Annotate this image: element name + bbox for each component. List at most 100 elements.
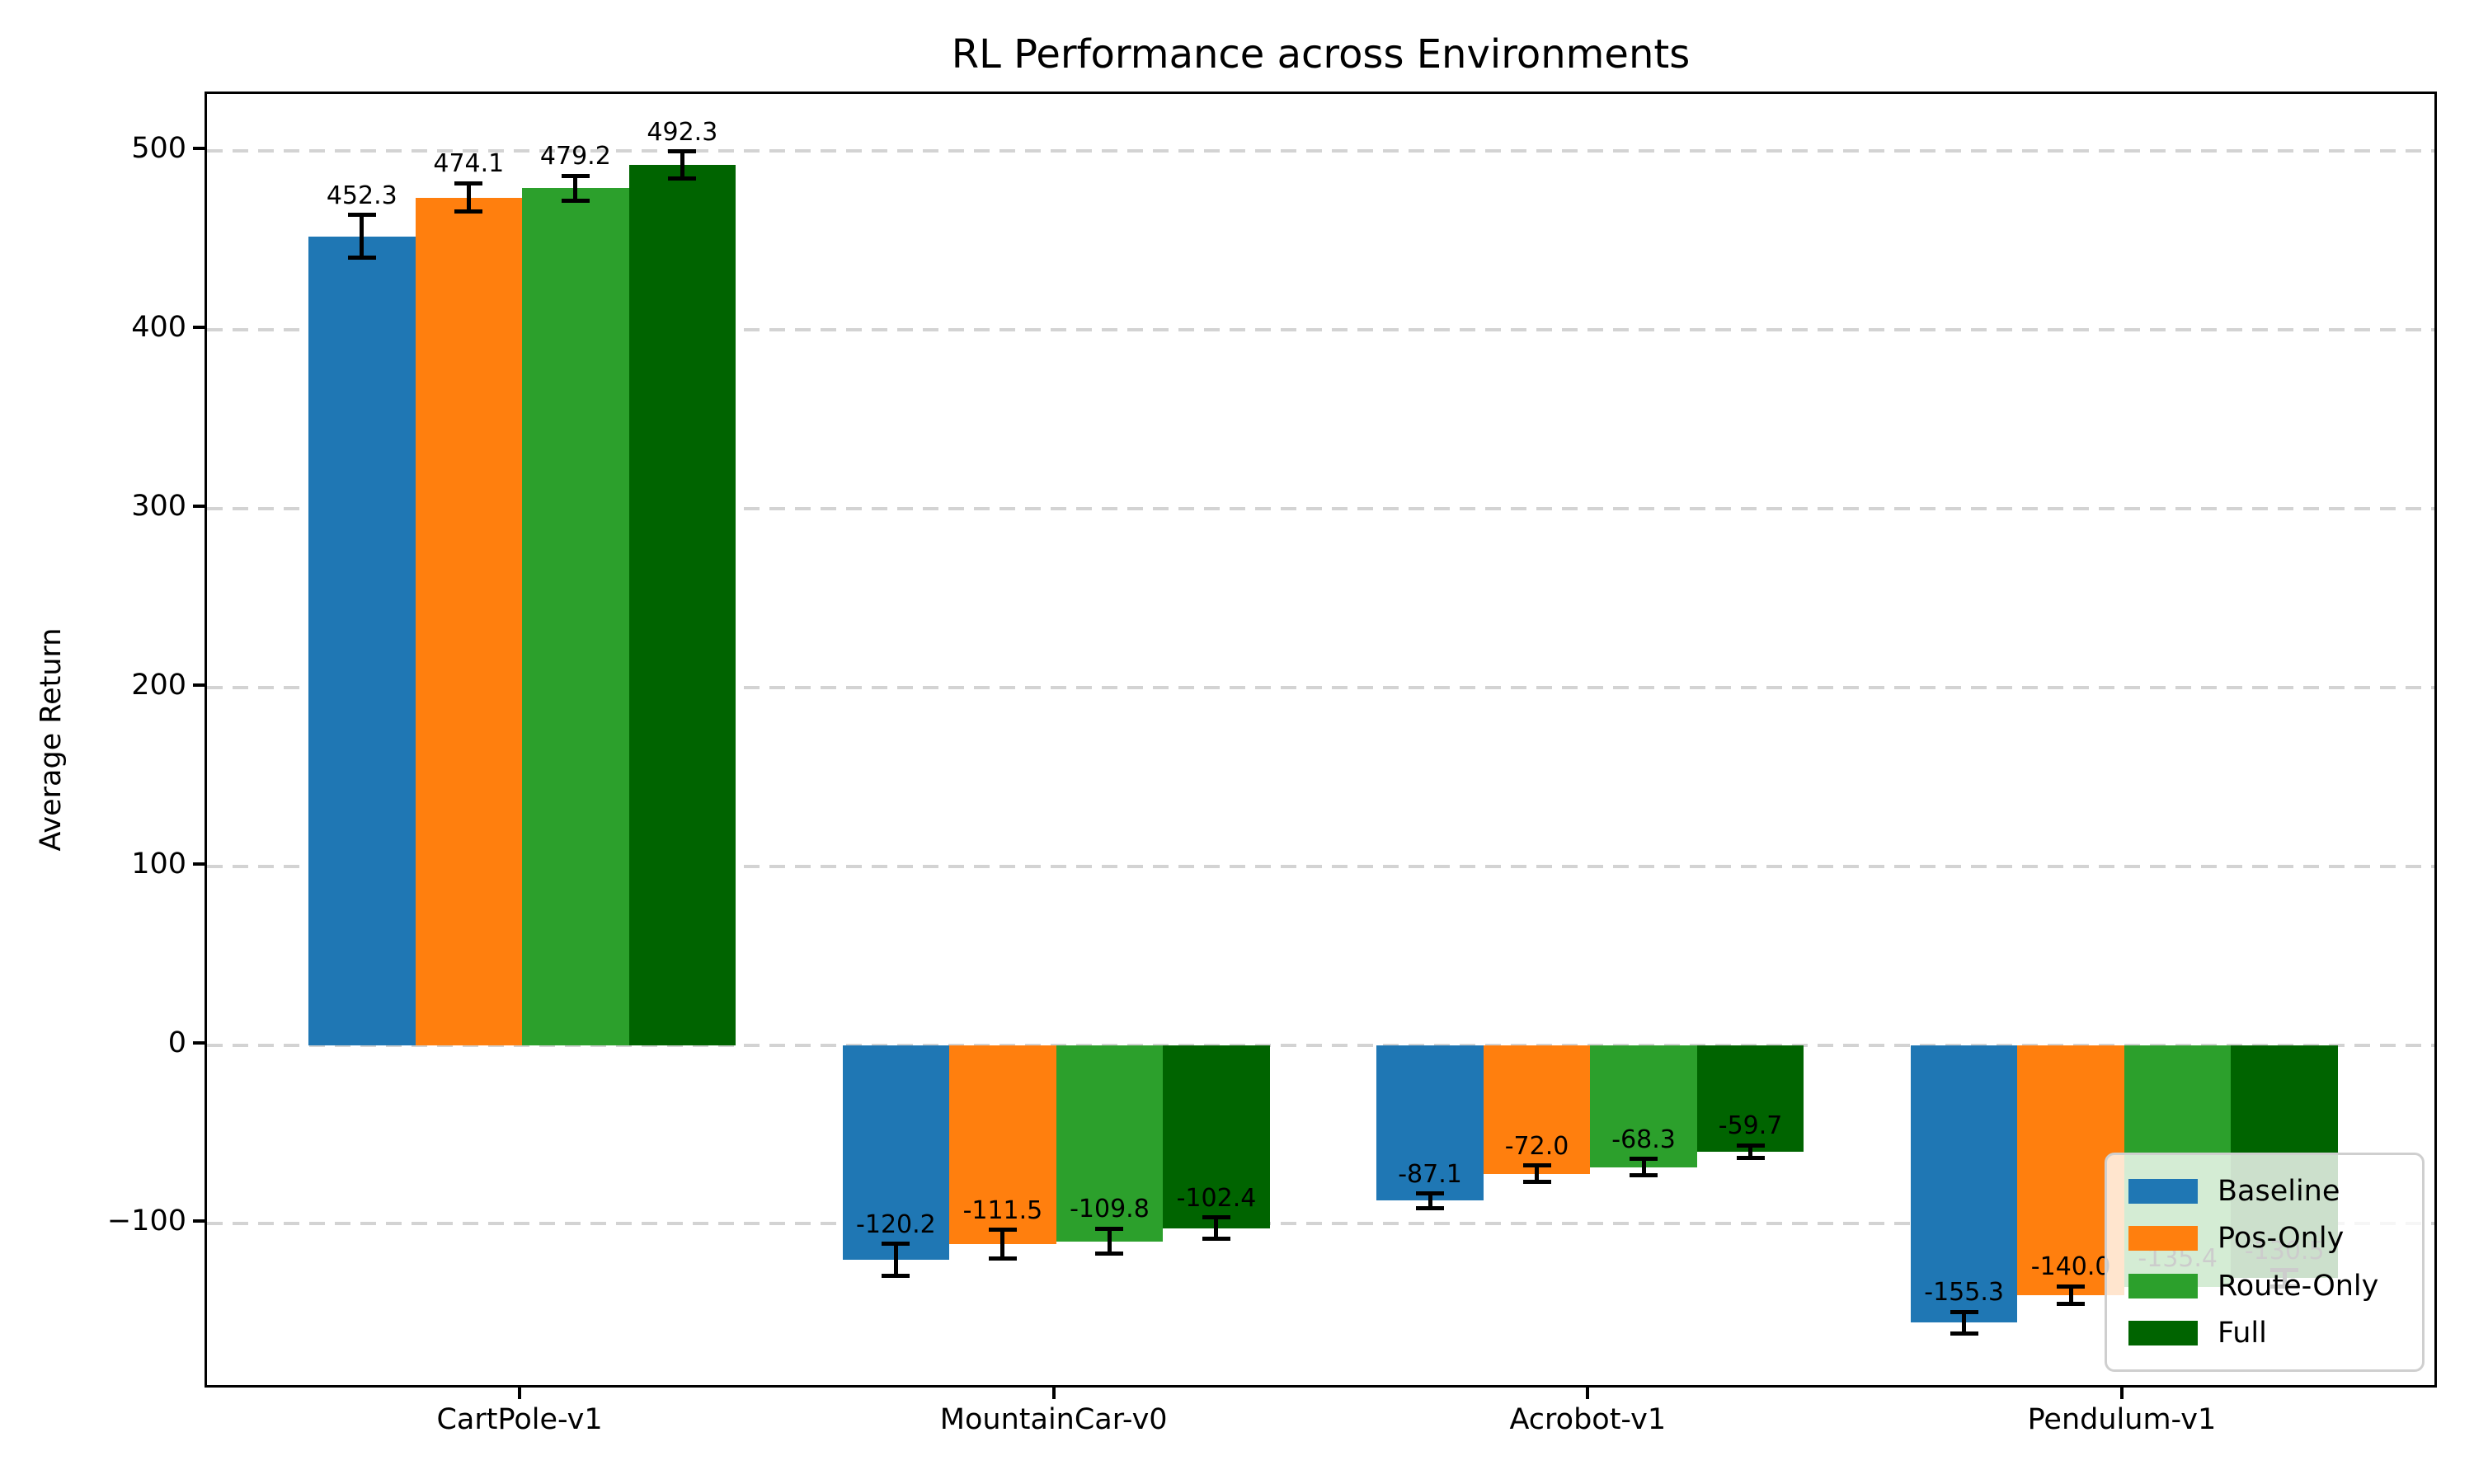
- x-tick-label: MountainCar-v0: [939, 1403, 1168, 1436]
- x-tick-label: Acrobot-v1: [1509, 1403, 1667, 1436]
- y-tick-mark: [193, 862, 205, 866]
- error-bar-line: [1535, 1165, 1540, 1182]
- error-bar-cap-bottom: [1522, 1179, 1551, 1184]
- error-bar-cap-bottom: [1736, 1156, 1765, 1161]
- error-bar-cap-top: [1950, 1309, 1978, 1314]
- error-bar-cap-top: [988, 1228, 1017, 1233]
- legend-item: Full: [2107, 1317, 2422, 1350]
- gridline: [207, 685, 2434, 689]
- legend: Baseline Pos-Only Route-Only Full: [2105, 1153, 2425, 1372]
- bar: [1910, 1045, 2018, 1323]
- error-bar-cap-bottom: [1630, 1172, 1658, 1177]
- error-bar-line: [1427, 1193, 1432, 1209]
- value-label: -109.8: [1070, 1195, 1150, 1224]
- chart-title: RL Performance across Environments: [951, 31, 1691, 77]
- error-bar-line: [360, 214, 365, 258]
- gridline: [207, 1222, 2434, 1226]
- bar: [949, 1045, 1056, 1245]
- error-bar-cap-bottom: [1950, 1331, 1978, 1336]
- legend-item: Route-Only: [2107, 1270, 2422, 1303]
- y-tick-label: −100: [106, 1205, 186, 1238]
- error-bar-cap-bottom: [1095, 1252, 1124, 1256]
- error-bar-line: [1962, 1312, 1967, 1334]
- error-bar-line: [466, 183, 471, 212]
- legend-swatch: [2128, 1273, 2198, 1298]
- error-bar-cap-top: [454, 181, 483, 186]
- error-bar-cap-top: [2057, 1284, 2086, 1289]
- error-bar-cap-top: [1416, 1191, 1445, 1196]
- x-tick-mark: [1051, 1388, 1056, 1399]
- legend-label: Route-Only: [2218, 1269, 2379, 1303]
- value-label: 479.2: [539, 142, 611, 171]
- x-tick-mark: [1586, 1388, 1590, 1399]
- bar: [1483, 1045, 1591, 1174]
- bar: [1163, 1045, 1270, 1228]
- y-tick-label: 0: [167, 1026, 186, 1059]
- error-bar-line: [1641, 1158, 1646, 1176]
- error-bar-line: [1214, 1217, 1219, 1239]
- x-tick-mark: [2119, 1388, 2124, 1399]
- y-axis-label: Average Return: [35, 627, 68, 852]
- legend-swatch: [2128, 1178, 2198, 1204]
- value-label: -155.3: [1924, 1278, 2004, 1308]
- value-label: -102.4: [1176, 1183, 1257, 1213]
- y-tick-label: 400: [131, 311, 186, 345]
- legend-swatch: [2128, 1321, 2198, 1346]
- bar: [842, 1045, 950, 1261]
- bar: [628, 165, 736, 1045]
- bar: [1590, 1045, 1697, 1167]
- bar: [415, 197, 523, 1045]
- value-label: 474.1: [433, 149, 505, 179]
- error-bar-cap-bottom: [454, 209, 483, 214]
- error-bar-cap-bottom: [988, 1256, 1017, 1261]
- error-bar-cap-top: [1095, 1226, 1124, 1231]
- gridline: [207, 507, 2434, 511]
- bar: [308, 236, 416, 1045]
- error-bar-cap-bottom: [1202, 1237, 1230, 1242]
- error-bar-cap-bottom: [882, 1274, 910, 1279]
- legend-label: Full: [2218, 1317, 2267, 1350]
- y-tick-label: 500: [131, 132, 186, 166]
- value-label: -111.5: [962, 1195, 1043, 1225]
- error-bar-cap-top: [1202, 1215, 1230, 1220]
- value-label: -120.2: [856, 1209, 936, 1239]
- error-bar-cap-top: [347, 213, 376, 218]
- value-label: -68.3: [1611, 1125, 1676, 1154]
- y-tick-label: 100: [131, 847, 186, 881]
- plot-area: 452.3 -120.2 -87.1 -155.3 474.1 -111.5 -72.0 -1…: [205, 92, 2437, 1388]
- error-bar-cap-top: [1522, 1163, 1551, 1168]
- legend-label: Pos-Only: [2218, 1222, 2345, 1256]
- value-label: -72.0: [1504, 1131, 1569, 1161]
- bar: [522, 188, 629, 1045]
- y-tick-mark: [193, 1040, 205, 1045]
- error-bar-line: [1107, 1228, 1112, 1254]
- bar: [1696, 1045, 1804, 1152]
- bar: [1056, 1045, 1164, 1242]
- legend-item: Baseline: [2107, 1175, 2422, 1208]
- value-label: -87.1: [1398, 1159, 1462, 1189]
- error-bar-cap-bottom: [2057, 1302, 2086, 1307]
- y-tick-mark: [193, 683, 205, 687]
- x-tick-mark: [518, 1388, 522, 1399]
- y-tick-mark: [193, 1219, 205, 1223]
- y-tick-mark: [193, 147, 205, 151]
- error-bar-cap-top: [668, 149, 697, 154]
- error-bar-line: [2068, 1286, 2073, 1304]
- error-bar-cap-top: [561, 173, 590, 178]
- value-label: 452.3: [326, 181, 397, 210]
- gridline: [207, 1043, 2434, 1047]
- error-bar-cap-bottom: [668, 176, 697, 181]
- legend-label: Baseline: [2218, 1174, 2340, 1208]
- x-tick-label: Pendulum-v1: [2027, 1403, 2217, 1436]
- error-bar-cap-top: [1736, 1143, 1765, 1148]
- y-tick-mark: [193, 326, 205, 330]
- gridline: [207, 328, 2434, 332]
- y-tick-mark: [193, 505, 205, 509]
- error-bar-line: [893, 1243, 898, 1276]
- legend-item: Pos-Only: [2107, 1222, 2422, 1255]
- gridline: [207, 864, 2434, 868]
- legend-swatch: [2128, 1226, 2198, 1252]
- x-tick-label: CartPole-v1: [436, 1403, 603, 1436]
- y-tick-label: 200: [131, 668, 186, 702]
